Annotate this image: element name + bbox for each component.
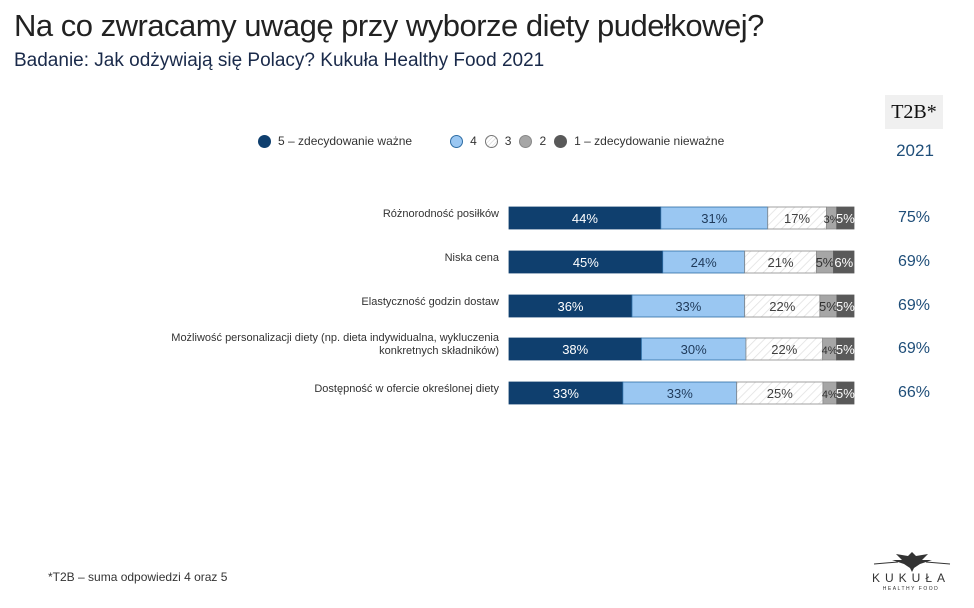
bar-data-label: 31% <box>701 211 727 226</box>
bar-data-label: 5% <box>836 342 855 357</box>
category-label: Elastyczność godzin dostaw <box>361 296 499 309</box>
legend-label-5: 5 – zdecydowanie ważne <box>278 134 413 148</box>
legend-swatch-5 <box>258 134 271 148</box>
bar-data-label: 22% <box>771 342 797 357</box>
category-label-line: konkretnych składników) <box>379 345 499 357</box>
bar-data-label: 25% <box>767 386 793 401</box>
t2b-value: 69% <box>898 297 931 314</box>
bar-data-label: 5% <box>836 211 855 226</box>
footnote: *T2B – suma odpowiedzi 4 oraz 5 <box>48 570 228 584</box>
legend-item-4: 4 <box>450 134 477 148</box>
bar-segment-1 <box>836 206 855 230</box>
bar-data-label: 45% <box>573 255 599 270</box>
category-label-line: Niska cena <box>444 251 499 264</box>
bar-data-label: 30% <box>681 342 707 357</box>
bar-data-label: 5% <box>836 299 855 314</box>
logo-subtext: HEALTHY FOOD <box>882 586 940 592</box>
category-label-line: Różnorodność posiłków <box>382 207 499 220</box>
legend-swatch-1 <box>554 134 568 148</box>
category-label: Możliwość personalizacji diety (np. diet… <box>171 332 499 358</box>
bar-data-label: 22% <box>769 299 795 314</box>
bar-data-label: 38% <box>562 342 588 357</box>
bar-data-label: 3% <box>824 214 840 226</box>
t2b-value: 69% <box>898 253 931 270</box>
bar-data-label: 33% <box>675 299 701 314</box>
legend-item-5: 5 – zdecydowanie ważne <box>258 134 412 148</box>
legend-label-3: 3 <box>504 134 512 148</box>
category-label-line: Elastyczność godzin dostaw <box>361 295 499 308</box>
bar-data-label: 17% <box>784 211 810 226</box>
category-label: Różnorodność posiłków <box>383 208 499 221</box>
category-label-line: Dostępność w ofercie określonej diety <box>314 382 499 395</box>
bar-data-label: 5% <box>836 386 855 401</box>
bar-segment-1 <box>836 337 855 361</box>
category-label: Dostępność w ofercie określonej diety <box>314 383 499 396</box>
bar-data-label: 33% <box>553 386 579 401</box>
bar-data-label: 4% <box>822 389 838 401</box>
bar-data-label: 36% <box>557 299 583 314</box>
legend-label-4: 4 <box>470 134 477 148</box>
bar-data-label: 33% <box>667 386 693 401</box>
legend: 5 – zdecydowanie ważne 4 3 2 1 – zdecydo… <box>258 134 732 148</box>
t2b-value: 75% <box>898 209 931 226</box>
bar-data-label: 21% <box>768 255 794 270</box>
legend-swatch-3 <box>484 134 498 148</box>
legend-item-3: 3 <box>484 134 512 148</box>
legend-item-1: 1 – zdecydowanie nieważne <box>554 134 724 148</box>
bar-segment-1 <box>836 294 855 318</box>
chart-title: Na co zwracamy uwagę przy wyborze diety … <box>14 8 764 43</box>
t2b-value: 69% <box>898 340 931 357</box>
legend-item-2: 2 <box>519 134 546 148</box>
legend-label-2: 2 <box>539 134 547 148</box>
logo-text: KUKUŁA <box>871 571 951 585</box>
bar-data-label: 6% <box>834 255 853 270</box>
bar-data-label: 5% <box>819 299 838 314</box>
category-label-line: Możliwość personalizacji diety (np. diet… <box>171 332 499 344</box>
t2b-year: 2021 <box>896 141 934 160</box>
t2b-header: T2B* <box>885 95 943 129</box>
legend-swatch-4 <box>450 134 464 148</box>
bar-segment-1 <box>836 381 855 405</box>
bar-segment-1 <box>833 250 855 274</box>
chart-subtitle: Badanie: Jak odżywiają się Polacy? Kukuł… <box>14 50 545 71</box>
bar-data-label: 4% <box>822 345 838 357</box>
bar-data-label: 44% <box>572 211 598 226</box>
legend-swatch-2 <box>519 134 533 148</box>
category-label: Niska cena <box>445 252 499 265</box>
legend-label-1: 1 – zdecydowanie nieważne <box>574 134 725 148</box>
bar-data-label: 5% <box>816 255 835 270</box>
t2b-value: 66% <box>898 384 931 401</box>
kukula-logo-bird-icon <box>873 552 951 572</box>
bar-data-label: 24% <box>691 255 717 270</box>
